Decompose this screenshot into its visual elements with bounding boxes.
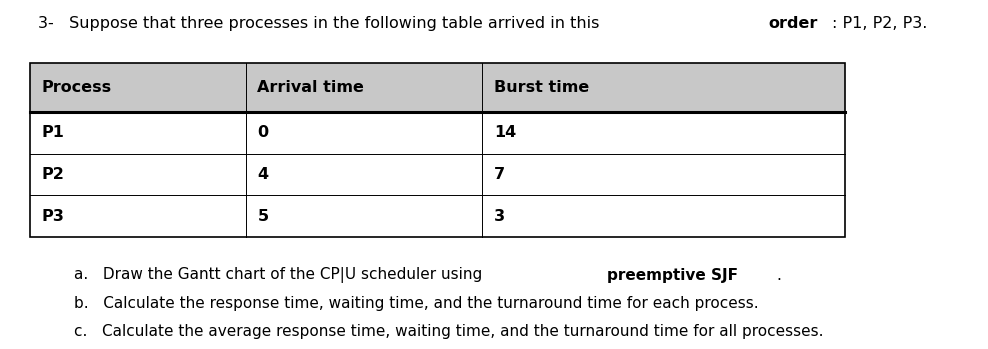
Text: c.   Calculate the average response time, waiting time, and the turnaround time : c. Calculate the average response time, …	[74, 324, 824, 339]
Text: : P1, P2, P3.: : P1, P2, P3.	[832, 16, 928, 31]
Text: P3: P3	[41, 209, 64, 224]
Text: order: order	[769, 16, 818, 31]
Text: 14: 14	[494, 125, 516, 140]
Bar	[30, 63, 845, 237]
Text: 7: 7	[494, 167, 505, 182]
Text: Arrival time: Arrival time	[258, 80, 365, 95]
Text: Process: Process	[41, 80, 112, 95]
Text: 3: 3	[494, 209, 505, 224]
Bar	[30, 63, 845, 112]
Text: P2: P2	[41, 167, 64, 182]
Text: a.   Draw the Gantt chart of the CP|U scheduler using: a. Draw the Gantt chart of the CP|U sche…	[74, 267, 487, 283]
Text: Burst time: Burst time	[494, 80, 589, 95]
Text: 0: 0	[258, 125, 269, 140]
Text: 3-   Suppose that three processes in the following table arrived in this: 3- Suppose that three processes in the f…	[38, 16, 604, 31]
Text: 5: 5	[258, 209, 269, 224]
Text: preemptive SJF: preemptive SJF	[608, 268, 738, 283]
Text: .: .	[777, 268, 782, 283]
Text: b.   Calculate the response time, waiting time, and the turnaround time for each: b. Calculate the response time, waiting …	[74, 296, 759, 311]
Text: 4: 4	[258, 167, 269, 182]
Text: P1: P1	[41, 125, 64, 140]
